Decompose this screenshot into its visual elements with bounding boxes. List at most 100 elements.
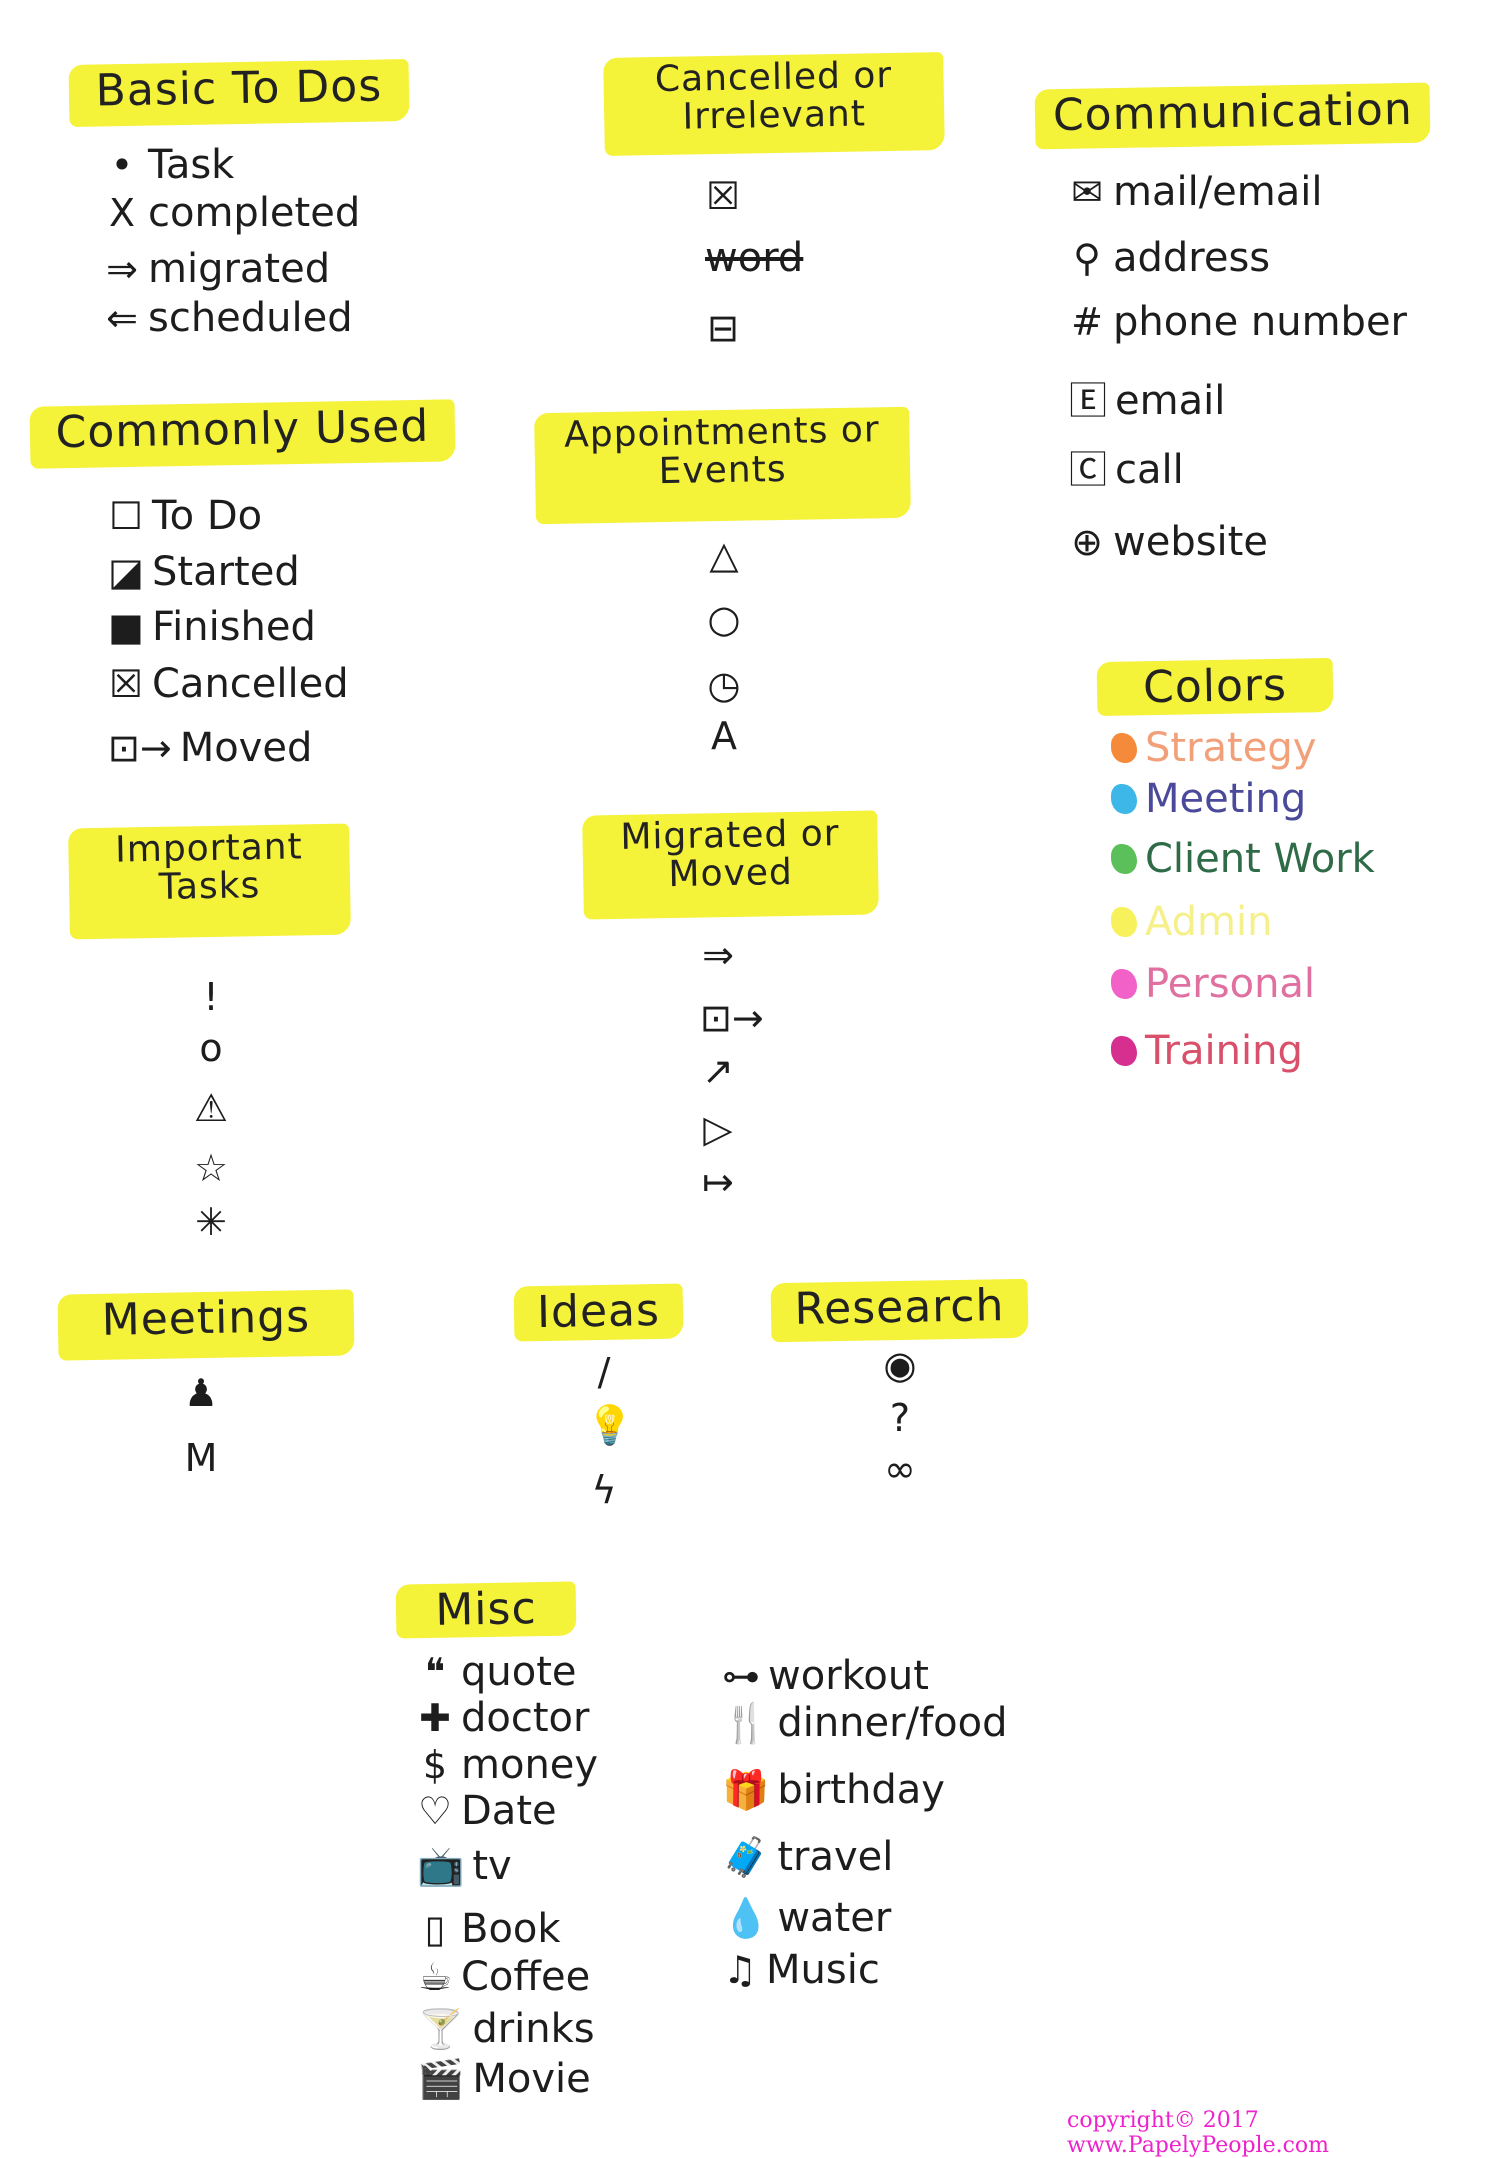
cocktail-icon: 🍸 — [417, 2007, 465, 2051]
key-item-label: completed — [148, 190, 361, 236]
key-item-important: ☆ — [193, 1149, 229, 1187]
key-item-appointments: ◷ — [706, 666, 742, 704]
half-box-icon: ◪ — [108, 550, 144, 594]
question-icon: ? — [889, 1396, 911, 1440]
key-item-appointments: ○ — [706, 600, 742, 638]
key-item-label: Cancelled — [152, 661, 349, 707]
key-item-label: water — [777, 1895, 892, 1941]
key-item-migrated: ⊡→ — [700, 999, 764, 1037]
key-item-misc: 📺 tv — [417, 1846, 512, 1886]
person-icon: ♟ — [183, 1371, 219, 1415]
glasses-icon: ∞ — [884, 1447, 916, 1491]
filled-box-icon: ■ — [108, 605, 144, 649]
key-item-meetings: ♟ — [183, 1374, 219, 1412]
copyright-text: copyright© 2017 www.PapelyPeople.com — [1067, 2108, 1330, 2158]
key-item-misc: ☕ Coffee — [417, 1957, 590, 1997]
key-item-label: Moved — [179, 725, 313, 771]
key-item-label: website — [1113, 519, 1268, 565]
key-item-label: travel — [777, 1834, 894, 1880]
section-header-communication: Communication — [1034, 82, 1431, 150]
lightning-icon: ϟ — [591, 1468, 617, 1512]
key-item-ideas: ϟ — [586, 1471, 622, 1509]
heart-icon: ♡ — [417, 1789, 453, 1833]
key-item-common: ■ Finished — [108, 607, 316, 647]
swatch-icon — [1111, 907, 1137, 937]
key-item-communication: ✉ mail/email — [1069, 170, 1322, 214]
key-item-cancelled: ☒ — [705, 177, 741, 215]
bar-arrow-icon: ↦ — [702, 1160, 734, 1204]
dumbbell-icon: ⊶ — [722, 1654, 760, 1698]
asterisk-icon: ✳ — [195, 1200, 227, 1244]
globe-icon: ⊕ — [1071, 520, 1103, 564]
strikethrough-icon: word — [705, 235, 804, 281]
section-header-migrated: Migrated or Moved — [582, 810, 879, 920]
boxed-e-icon: 🄴 — [1069, 379, 1108, 423]
key-item-label: drinks — [472, 2006, 595, 2052]
key-item-label: Task — [148, 142, 235, 188]
eye-icon: ◉ — [883, 1343, 917, 1387]
key-item-appointments: △ — [706, 536, 742, 574]
key-item-basic: ⇐ scheduled — [104, 298, 353, 338]
drop-icon: 💧 — [722, 1896, 770, 1940]
key-item-important: ⚠ — [193, 1089, 229, 1127]
key-item-label: Date — [461, 1788, 557, 1834]
key-item-misc2: 🧳 travel — [722, 1837, 893, 1877]
coffee-icon: ☕ — [417, 1955, 453, 1999]
key-item-common: ⊡→ Moved — [108, 728, 312, 768]
key-item-label: call — [1115, 447, 1184, 493]
key-item-research: ∞ — [882, 1450, 918, 1488]
circle-icon: o — [199, 1026, 223, 1070]
box-arrow-icon: ⊡→ — [108, 726, 172, 770]
triangle-icon: △ — [709, 533, 739, 577]
key-item-label: quote — [461, 1649, 577, 1695]
key-item-label: Client Work — [1145, 836, 1375, 882]
left-arrow-icon: ⇐ — [106, 296, 138, 340]
suitcase-icon: 🧳 — [722, 1835, 770, 1879]
gift-icon: 🎁 — [722, 1768, 770, 1812]
music-note-icon: ♫ — [722, 1948, 758, 1992]
swatch-icon — [1111, 733, 1137, 763]
play-triangle-icon: ▷ — [703, 1107, 733, 1151]
key-item-colors: Training — [1111, 1031, 1303, 1071]
key-item-misc: $ money — [417, 1745, 598, 1785]
crossed-box-icon: ☒ — [108, 662, 144, 706]
key-item-common: ◪ Started — [108, 552, 300, 592]
key-item-label: Admin — [1145, 899, 1273, 945]
exclamation-icon: ! — [203, 975, 219, 1019]
swatch-icon — [1111, 844, 1137, 874]
key-item-common: ☒ Cancelled — [108, 664, 349, 704]
tv-icon: 📺 — [417, 1844, 465, 1888]
section-header-meetings: Meetings — [57, 1289, 355, 1361]
key-item-misc: ✚ doctor — [417, 1698, 589, 1738]
slash-icon: / — [597, 1350, 611, 1394]
key-item-misc2: ♫ Music — [722, 1950, 880, 1990]
key-item-misc: 🍸 drinks — [417, 2009, 595, 2049]
key-item-label: Training — [1145, 1028, 1303, 1074]
warning-icon: ⚠ — [193, 1086, 229, 1130]
key-item-label: Music — [766, 1947, 880, 1993]
boxed-c-icon: 🄲 — [1069, 448, 1108, 492]
empty-box-icon: ☐ — [108, 494, 144, 538]
section-header-basic: Basic To Dos — [68, 59, 410, 127]
cross-icon: ✚ — [419, 1696, 451, 1740]
key-item-important: ! — [193, 978, 229, 1016]
key-item-cancelled: word — [705, 238, 803, 278]
key-item-label: tv — [472, 1843, 512, 1889]
clapperboard-icon: 🎬 — [417, 2057, 465, 2101]
x-icon: X — [108, 191, 136, 235]
swatch-icon — [1111, 784, 1137, 814]
swatch-icon — [1111, 1036, 1137, 1066]
key-item-label: address — [1113, 235, 1271, 281]
key-item-label: birthday — [777, 1767, 945, 1813]
star-icon: ☆ — [193, 1146, 229, 1190]
key-item-ideas: 💡 — [586, 1406, 633, 1444]
envelope-icon: ✉ — [1071, 170, 1103, 214]
struck-box-icon: ⊟ — [707, 306, 739, 350]
section-header-important: Important Tasks — [68, 823, 351, 940]
key-item-misc2: 💧 water — [722, 1898, 891, 1938]
key-item-label: Finished — [152, 604, 316, 650]
key-item-label: Movie — [472, 2056, 591, 2102]
key-item-migrated: ↗ — [700, 1052, 736, 1090]
